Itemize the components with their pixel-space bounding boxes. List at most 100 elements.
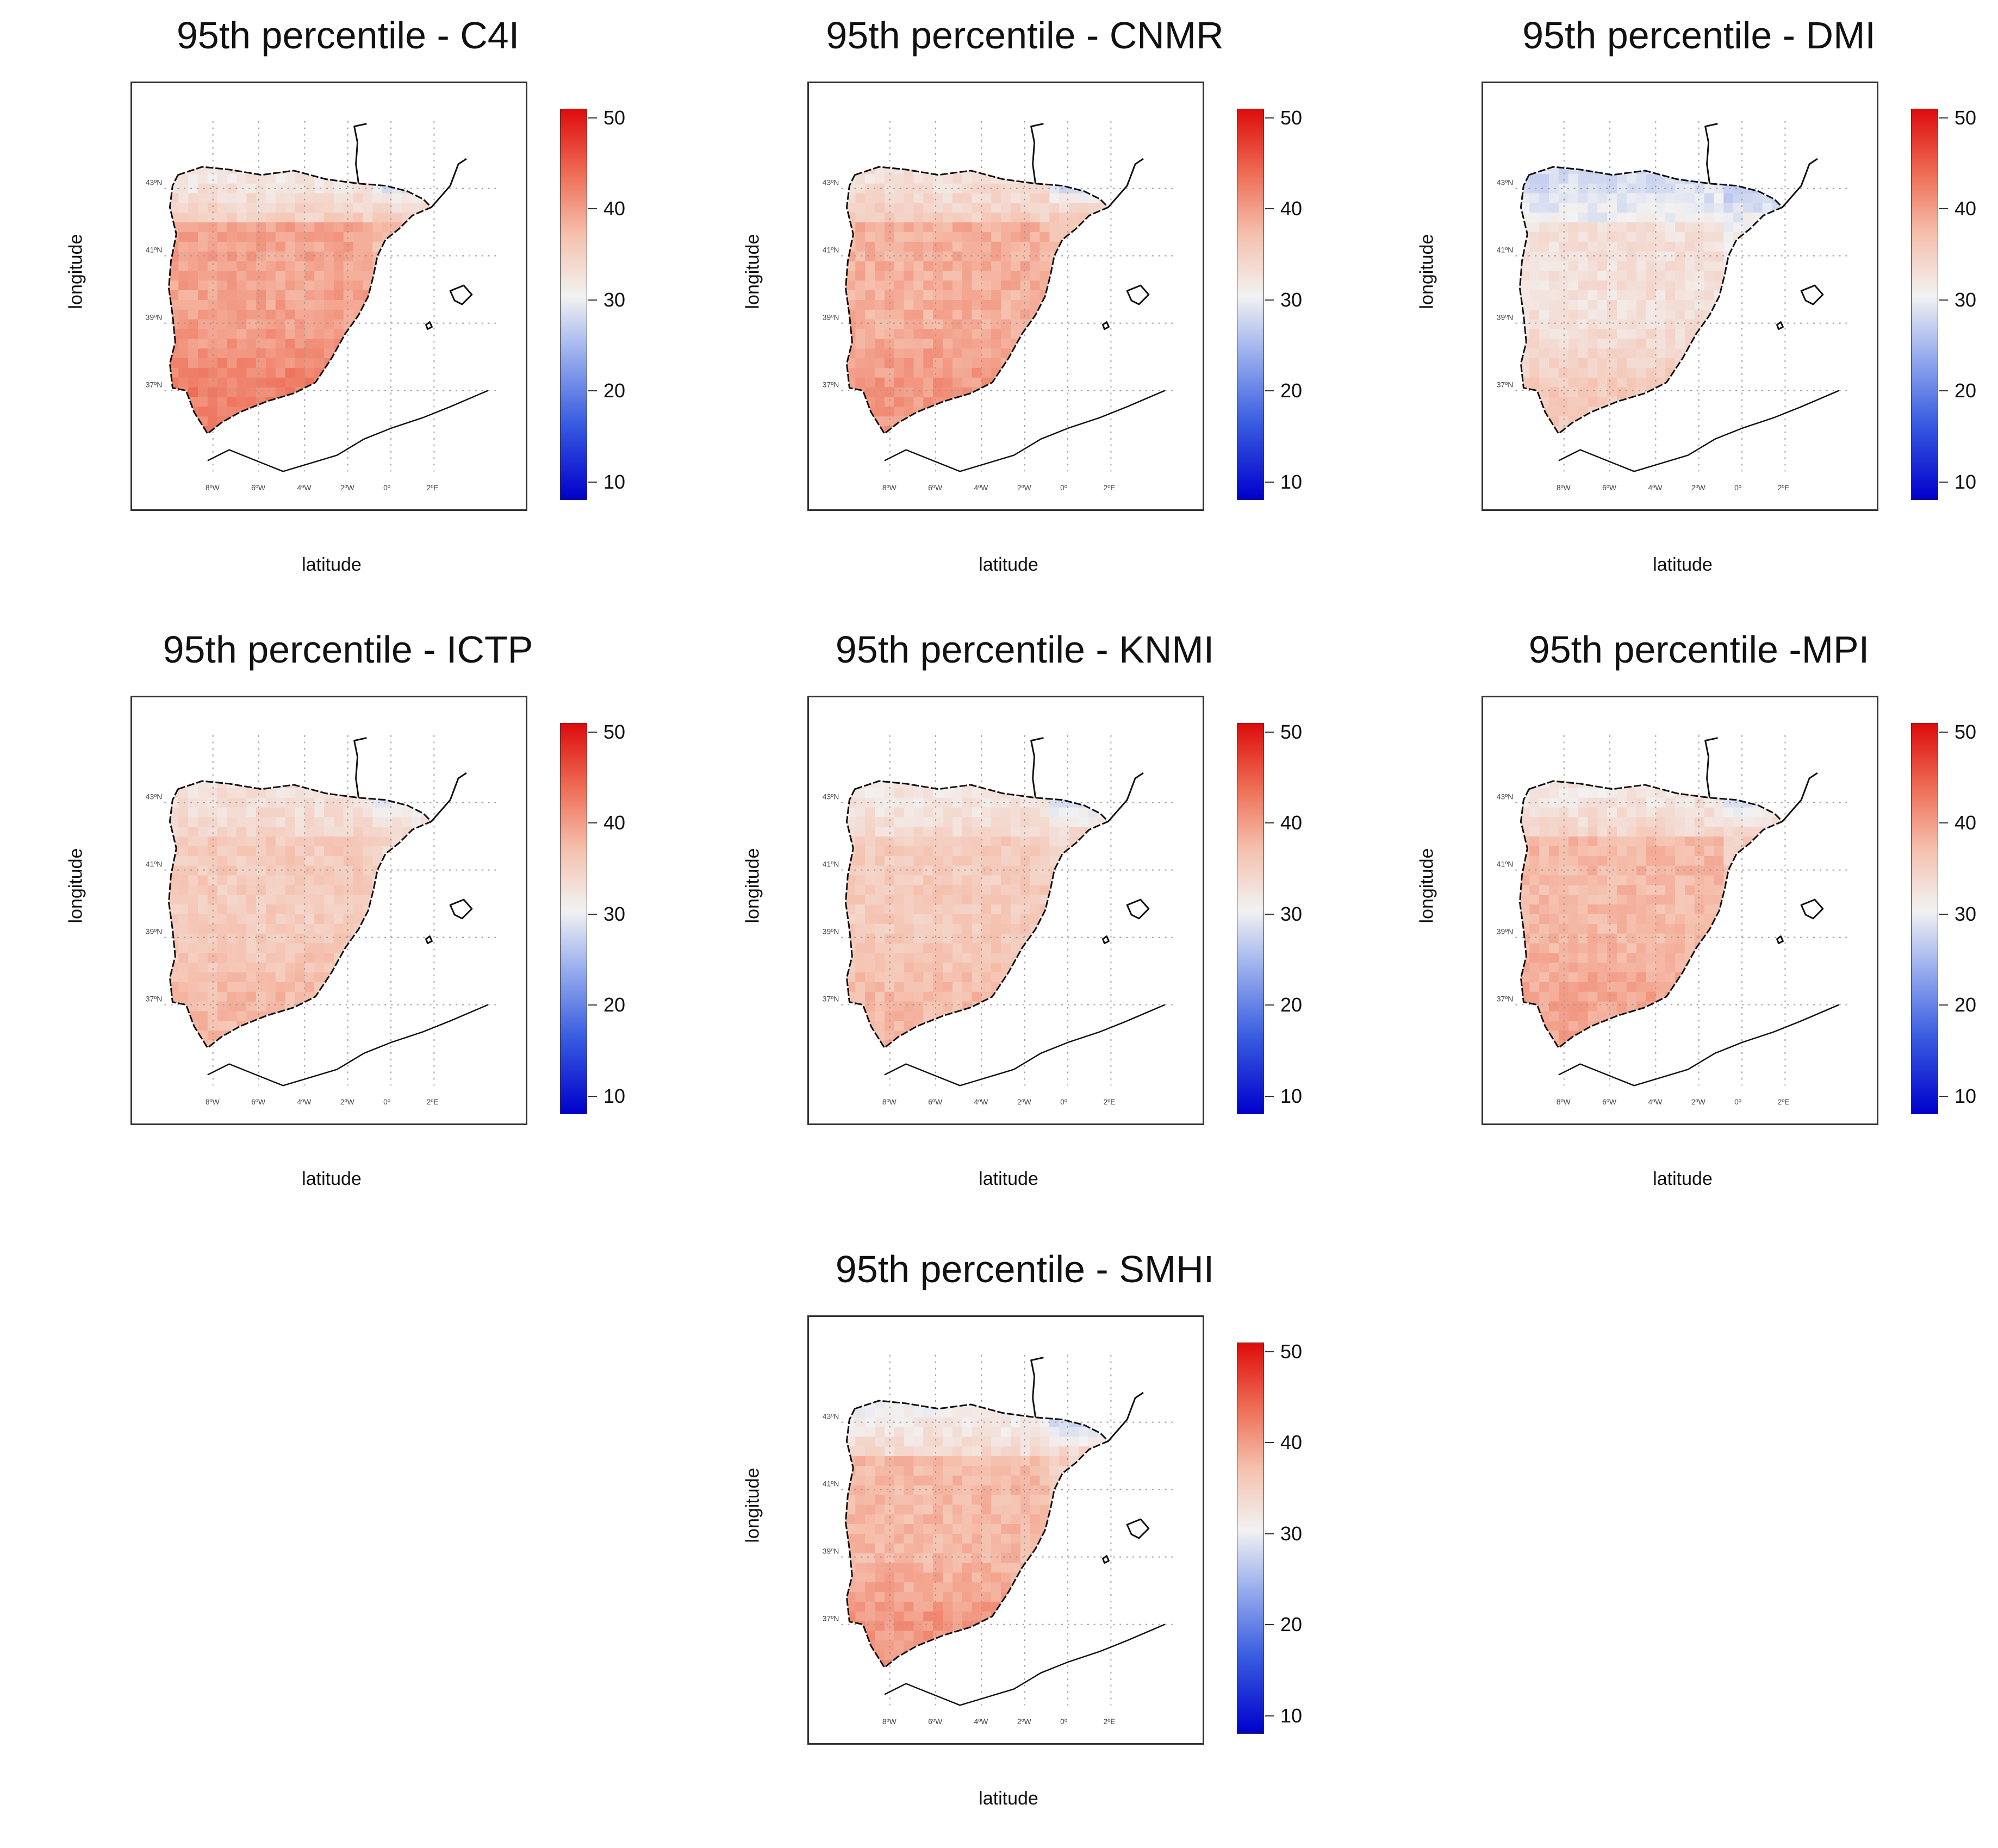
heatmap-cell	[1568, 397, 1579, 407]
heatmap-cell	[894, 173, 905, 184]
heatmap-cell	[1733, 271, 1744, 281]
heatmap-cell	[392, 749, 402, 759]
heatmap-cell	[217, 1050, 227, 1060]
heatmap-cell	[904, 203, 914, 213]
heatmap-cell	[401, 426, 412, 434]
heatmap-cell	[178, 271, 189, 281]
heatmap-cell	[885, 446, 894, 455]
heatmap-cell	[1665, 271, 1676, 281]
heatmap-cell	[1520, 436, 1529, 446]
heatmap-cell	[1098, 261, 1108, 271]
heatmap-cell	[227, 135, 237, 145]
heatmap-cell	[855, 183, 866, 194]
heatmap-cell	[207, 290, 218, 301]
heatmap-cell	[1010, 280, 1021, 291]
heatmap-cell	[1059, 299, 1069, 310]
heatmap-cell	[314, 416, 325, 427]
heatmap-cell	[304, 972, 315, 983]
heatmap-cell	[265, 1031, 276, 1041]
heatmap-cell	[981, 213, 992, 223]
heatmap-cell	[440, 426, 450, 436]
heatmap-cell	[1529, 309, 1540, 320]
heatmap-cell	[333, 923, 344, 934]
heatmap-cell	[1607, 135, 1617, 145]
heatmap-cell	[470, 885, 480, 895]
heatmap-cell	[392, 203, 402, 213]
heatmap-cell	[1821, 154, 1831, 164]
heatmap-cell	[401, 377, 412, 388]
heatmap-cell	[1107, 299, 1109, 310]
heatmap-cell	[353, 166, 363, 174]
map-plot: 43ºN 41ºN 39ºN 37ºN 8ºW 6ºW 4ºW 2ºW 0º 2ºE	[807, 696, 1204, 1125]
heatmap-cell	[942, 213, 953, 223]
heatmap-cell	[1665, 446, 1675, 455]
y-axis-label: longitude	[742, 848, 763, 923]
heatmap-cell	[1030, 280, 1040, 291]
heatmap-cell	[1558, 271, 1569, 281]
heatmap-cell	[884, 299, 895, 310]
heatmap-cell	[1655, 166, 1666, 174]
heatmap-cell	[440, 1031, 450, 1040]
heatmap-cell	[1520, 154, 1529, 164]
heatmap-cell	[1597, 397, 1608, 407]
colorbar-tick-label: 40	[1955, 197, 1977, 220]
heatmap-cell	[1763, 436, 1772, 446]
heatmap-cell	[217, 426, 228, 434]
heatmap-cell	[421, 280, 431, 291]
heatmap-cell	[363, 145, 372, 154]
heatmap-cell	[197, 222, 208, 233]
heatmap-cell	[285, 222, 296, 233]
heatmap-cell	[227, 387, 237, 397]
heatmap-cell	[1665, 135, 1675, 145]
heatmap-cell	[885, 436, 894, 446]
heatmap-cell	[865, 232, 875, 242]
heatmap-cell	[1811, 252, 1821, 261]
heatmap-cell	[923, 329, 933, 339]
heatmap-cell	[217, 749, 227, 759]
heatmap-cell	[227, 914, 237, 925]
heatmap-cell	[431, 397, 432, 407]
heatmap-cell	[382, 203, 393, 213]
heatmap-cell	[942, 232, 953, 242]
heatmap-cell	[1049, 358, 1060, 369]
heatmap-cell	[1616, 271, 1627, 281]
heatmap-cell	[1127, 378, 1137, 388]
heatmap-cell	[197, 387, 208, 397]
heatmap-cell	[363, 963, 373, 973]
heatmap-cell	[314, 807, 325, 817]
heatmap-cell	[382, 116, 392, 126]
heatmap-cell	[401, 991, 412, 1002]
heatmap-cell	[1665, 426, 1676, 434]
heatmap-cell	[217, 846, 228, 857]
heatmap-cell	[1020, 299, 1031, 310]
heatmap-cell	[1030, 387, 1040, 397]
heatmap-cell	[875, 126, 885, 135]
heatmap-cell	[1539, 446, 1549, 455]
heatmap-cell	[236, 145, 246, 154]
lat-tick-label: 41ºN	[146, 246, 163, 254]
heatmap-cell	[1568, 299, 1579, 310]
heatmap-cell	[460, 846, 470, 856]
heatmap-cell	[207, 895, 218, 905]
heatmap-cell	[402, 116, 412, 126]
heatmap-cell	[1020, 387, 1031, 397]
heatmap-cell	[411, 933, 422, 944]
heatmap-cell	[1069, 387, 1079, 397]
heatmap-cell	[169, 416, 179, 427]
heatmap-cell	[904, 319, 914, 329]
heatmap-cell	[324, 166, 334, 174]
heatmap-cell	[1684, 377, 1695, 388]
heatmap-cell	[236, 904, 247, 915]
heatmap-cell	[440, 740, 450, 750]
heatmap-cell	[382, 329, 393, 339]
heatmap-cell	[1743, 213, 1753, 223]
heatmap-cell	[295, 116, 305, 126]
heatmap-cell	[894, 135, 904, 145]
heatmap-cell	[1147, 222, 1156, 232]
heatmap-cell	[411, 387, 422, 397]
heatmap-cell	[1539, 309, 1549, 320]
heatmap-cell	[1059, 339, 1069, 349]
heatmap-cell	[1040, 397, 1050, 407]
heatmap-cell	[1811, 358, 1821, 368]
heatmap-cell	[236, 377, 247, 388]
